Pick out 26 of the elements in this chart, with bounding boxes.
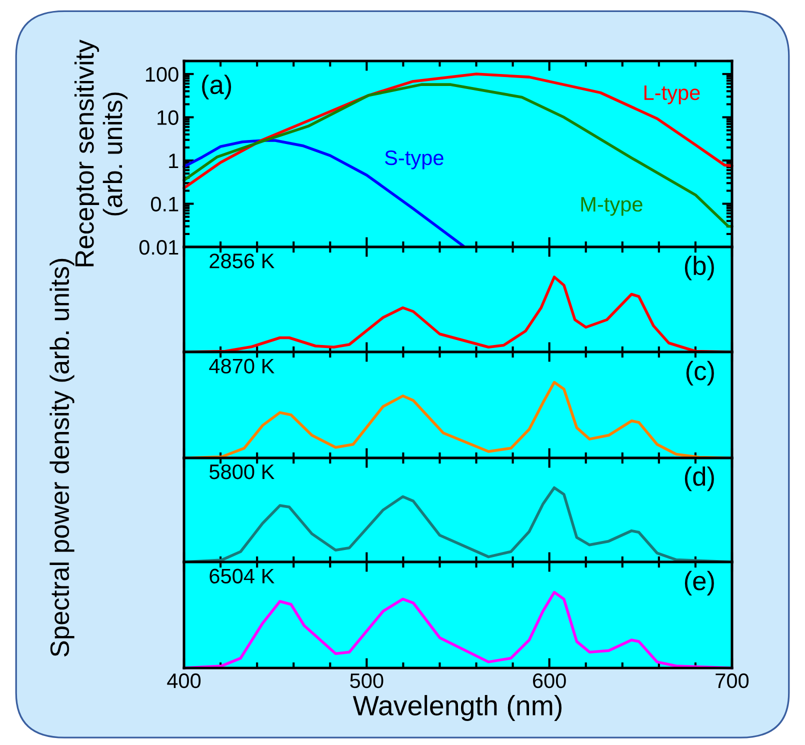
x-tick-label: 500 — [350, 673, 384, 688]
line-series — [182, 139, 465, 248]
text: 4870 K — [209, 358, 274, 374]
series-label: M-type — [581, 197, 642, 216]
y-tick-label: 100 — [146, 67, 178, 82]
x-tick-label: 600 — [533, 673, 566, 688]
y-tick-label: 0.01 — [139, 240, 178, 255]
y-tick-label: 10 — [158, 110, 178, 126]
x-axis-title: Wavelength (nm) — [352, 695, 562, 721]
annotation: (c) — [686, 360, 714, 386]
x-tick-label: 700 — [716, 673, 749, 688]
y-tick-label: 0.1 — [150, 196, 178, 212]
annotation: (b) — [684, 256, 714, 280]
series-label: S-type — [385, 150, 444, 170]
annotation: (d) — [684, 466, 714, 492]
series-label: L-type — [644, 86, 700, 104]
y-axis-title: Spectral power density (arb. units) — [50, 258, 74, 656]
annotation: (a) — [202, 74, 232, 100]
y-tick-label: 1 — [169, 154, 178, 168]
x-tick-label: 400 — [167, 673, 201, 688]
annotation: (e) — [684, 570, 714, 596]
line-series — [182, 72, 734, 190]
y-axis-title: Receptor sensitivity (arb. units) — [74, 40, 128, 266]
text: 5800 K — [209, 464, 274, 480]
text: 6504 K — [210, 568, 274, 584]
text: 2856 K — [210, 254, 274, 268]
